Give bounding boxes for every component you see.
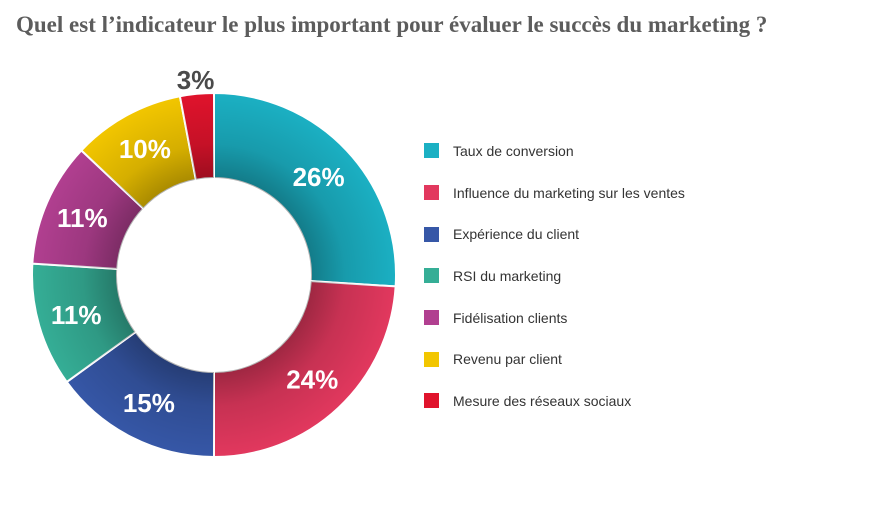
data-label: 26% xyxy=(293,162,345,192)
donut-slice-shading xyxy=(32,150,144,269)
data-label: 3% xyxy=(177,65,215,95)
legend-item-revenu-par-client: Revenu par client xyxy=(424,338,685,380)
donut-slice-shading xyxy=(66,332,214,457)
legend-label: RSI du marketing xyxy=(453,267,562,284)
donut-chart: 26% 24% 15% 11% 11% 10% 3% xyxy=(31,65,397,459)
chart-title: Quel est l’indicateur le plus important … xyxy=(16,12,768,37)
donut-slice-shading xyxy=(179,93,214,180)
donut-slice-shading xyxy=(31,263,136,382)
legend-label: Expérience du client xyxy=(453,226,580,243)
legend-item-experience-client: Expérience du client xyxy=(424,213,685,255)
legend-label: Mesure des réseaux sociaux xyxy=(453,392,632,409)
legend-swatch xyxy=(424,351,439,367)
legend-swatch xyxy=(424,143,439,159)
legend-label: Influence du marketing sur les ventes xyxy=(453,184,685,201)
data-label: 11% xyxy=(57,203,108,233)
donut-slice-shading xyxy=(214,281,396,458)
data-label: 24% xyxy=(286,365,338,395)
donut-slice-shading xyxy=(81,96,196,209)
legend-swatch xyxy=(424,310,439,326)
legend-swatch xyxy=(424,268,439,284)
legend-label: Taux de conversion xyxy=(453,142,574,159)
legend-item-fidelisation-clients: Fidélisation clients xyxy=(424,297,685,339)
donut-slice-shading xyxy=(214,93,397,287)
data-label: 11% xyxy=(51,300,102,330)
legend-label: Revenu par client xyxy=(453,351,562,368)
chart-legend: Taux de conversion Influence du marketin… xyxy=(424,130,685,422)
legend-swatch xyxy=(424,226,439,242)
legend-swatch xyxy=(424,393,439,409)
legend-item-influence-marketing-ventes: Influence du marketing sur les ventes xyxy=(424,172,685,214)
legend-item-rsi-marketing: RSI du marketing xyxy=(424,255,685,297)
legend-item-taux-de-conversion: Taux de conversion xyxy=(424,130,685,172)
legend-item-mesure-reseaux-sociaux: Mesure des réseaux sociaux xyxy=(424,380,685,422)
legend-swatch xyxy=(424,185,439,201)
data-label: 10% xyxy=(119,134,171,164)
data-label: 15% xyxy=(123,388,175,418)
legend-label: Fidélisation clients xyxy=(453,309,568,326)
